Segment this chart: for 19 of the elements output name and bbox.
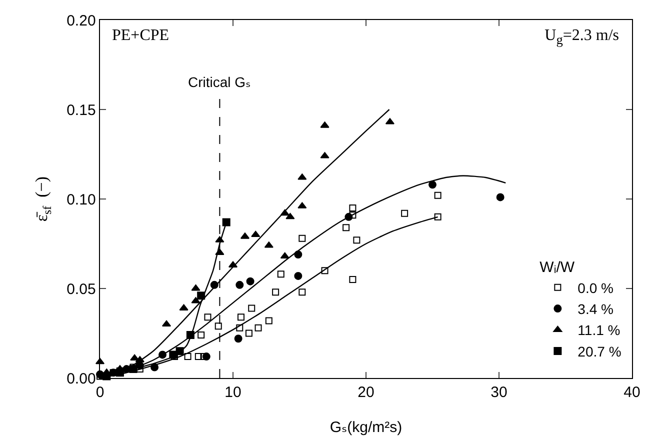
annotation: U$_{g}$=2.3 m/s [544,27,619,48]
x-tick-label: 20 [358,384,374,402]
x-axis-title: Gₛ(kg/m²s) [330,419,402,436]
y-tick-label: 0.10 [66,191,96,208]
x-tick-label: 30 [490,384,508,402]
legend-label: 0.0 % [578,280,614,296]
y-tick-label: 0.05 [66,280,96,298]
x-tick-label: 40 [624,384,640,402]
legend-label: 20.7 % [578,343,622,360]
x-tick-label: 10 [224,384,242,402]
ref-line-label: Critical Gₛ [188,74,251,90]
y-tick-label: 0.15 [66,102,96,119]
x-tick-label: 0 [96,384,104,402]
legend-label: 3.4 % [578,301,614,318]
y-tick-label: 0.20 [66,12,96,30]
annotation: PE+CPE [112,27,170,45]
legend-label: 11.1 % [578,322,620,338]
legend-title: Wᵢ/W [540,258,576,276]
y-tick-label: 0.00 [66,370,96,388]
